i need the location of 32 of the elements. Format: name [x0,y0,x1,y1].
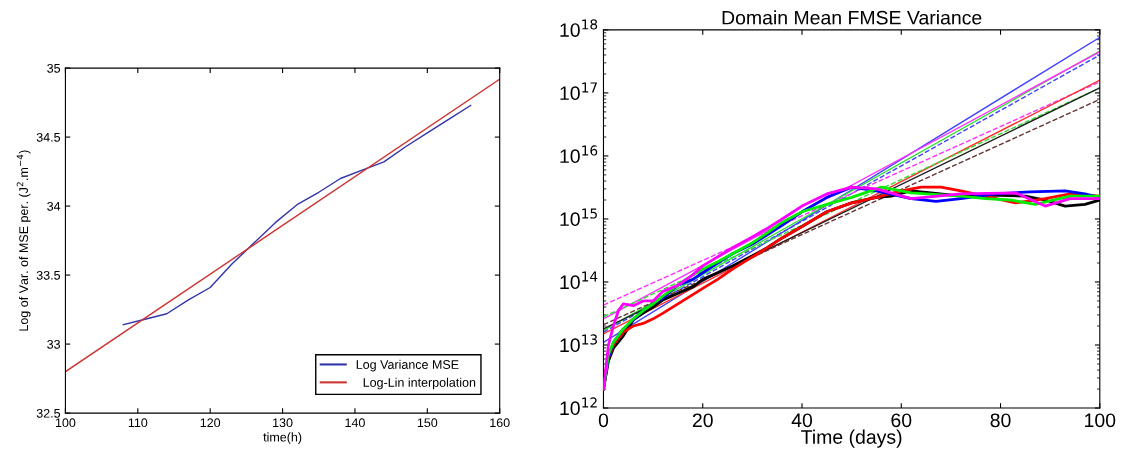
y-tick-label: 10$^{16}$ [560,145,598,164]
x-tick-label: 120 [200,418,221,428]
legend-label: Log Variance MSE [356,359,459,372]
x-tick-label: 150 [417,418,438,428]
y-tick-label: 10$^{14}$ [560,271,598,290]
y-axis-title: Log of Var. of MSE per. (J$^{2}$.m$^{−4}$) [16,150,31,331]
x-tick-label: 60 [891,413,912,428]
y-tick-label: 33 [47,339,61,349]
x-tick-label: 0 [598,413,609,428]
y-tick-label: 32.5 [36,408,61,418]
x-tick-label: 20 [692,413,713,428]
y-tick-label: 34 [47,201,61,211]
y-tick-label: 10$^{15}$ [560,208,597,227]
y-tick-label: 33.5 [36,270,61,280]
legend-label: Log-Lin interpolation [363,377,476,390]
x-tick-label: 40 [791,413,813,428]
chart-title: Domain Mean FMSE Variance [722,10,982,25]
x-axis-title: time(h) [263,432,302,445]
x-tick-label: 140 [345,418,365,428]
x-axis-title: Time (days) [801,429,902,448]
x-tick-label: 130 [273,418,293,428]
x-tick-label: 110 [128,418,148,428]
y-tick-label: 10$^{17}$ [560,82,597,101]
x-tick-label: 160 [490,418,510,428]
x-tick-label: 100 [55,418,76,428]
y-tick-label: 34.5 [36,132,61,142]
y-tick-label: 10$^{18}$ [560,19,598,37]
x-tick-label: 80 [990,413,1011,428]
y-tick-label: 10$^{13}$ [560,334,597,353]
y-tick-label: 35 [47,63,61,73]
x-tick-label: 100 [1085,413,1116,428]
y-tick-label: 10$^{12}$ [560,397,597,416]
